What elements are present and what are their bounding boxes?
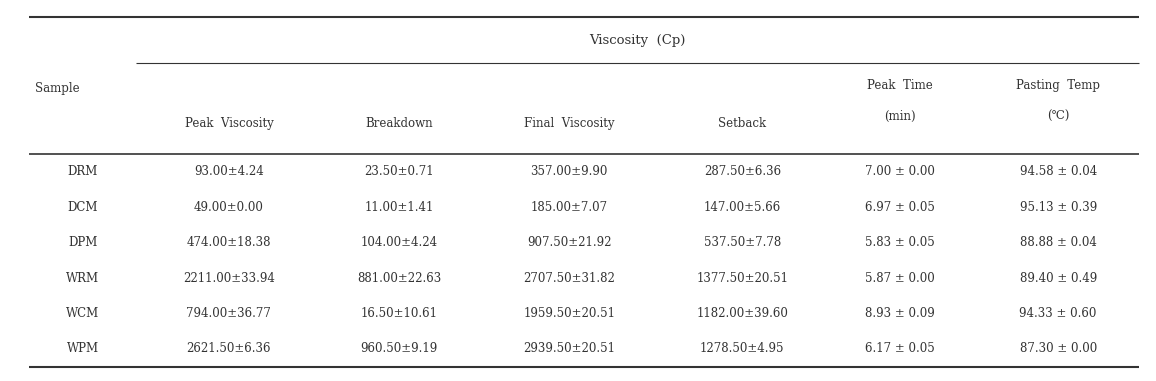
Text: 49.00±0.00: 49.00±0.00 (194, 201, 264, 214)
Text: 794.00±36.77: 794.00±36.77 (186, 307, 272, 320)
Text: 537.50±7.78: 537.50±7.78 (704, 236, 781, 249)
Text: WRM: WRM (66, 272, 99, 285)
Text: 8.93 ± 0.09: 8.93 ± 0.09 (866, 307, 935, 320)
Text: 88.88 ± 0.04: 88.88 ± 0.04 (1020, 236, 1097, 249)
Text: WCM: WCM (66, 307, 99, 320)
Text: 357.00±9.90: 357.00±9.90 (531, 165, 608, 178)
Text: 93.00±4.24: 93.00±4.24 (194, 165, 264, 178)
Text: Peak  Time: Peak Time (867, 79, 933, 92)
Text: DRM: DRM (67, 165, 98, 178)
Text: 23.50±0.71: 23.50±0.71 (364, 165, 434, 178)
Text: 89.40 ± 0.49: 89.40 ± 0.49 (1020, 272, 1097, 285)
Text: (min): (min) (884, 110, 916, 123)
Text: Breakdown: Breakdown (365, 117, 432, 130)
Text: 287.50±6.36: 287.50±6.36 (704, 165, 781, 178)
Text: Pasting  Temp: Pasting Temp (1016, 79, 1101, 92)
Text: 960.50±9.19: 960.50±9.19 (361, 343, 438, 355)
Text: Final  Viscosity: Final Viscosity (524, 117, 614, 130)
Text: 1182.00±39.60: 1182.00±39.60 (696, 307, 788, 320)
Text: Setback: Setback (718, 117, 766, 130)
Text: DPM: DPM (68, 236, 97, 249)
Text: WPM: WPM (67, 343, 98, 355)
Text: DCM: DCM (67, 201, 98, 214)
Text: 1377.50±20.51: 1377.50±20.51 (696, 272, 788, 285)
Text: 94.58 ± 0.04: 94.58 ± 0.04 (1020, 165, 1097, 178)
Text: Peak  Viscosity: Peak Viscosity (185, 117, 273, 130)
Text: 147.00±5.66: 147.00±5.66 (704, 201, 781, 214)
Text: 104.00±4.24: 104.00±4.24 (361, 236, 438, 249)
Text: Sample: Sample (35, 82, 80, 95)
Text: 1959.50±20.51: 1959.50±20.51 (524, 307, 615, 320)
Text: 11.00±1.41: 11.00±1.41 (364, 201, 434, 214)
Text: 5.83 ± 0.05: 5.83 ± 0.05 (866, 236, 935, 249)
Text: 185.00±7.07: 185.00±7.07 (531, 201, 608, 214)
Text: 2621.50±6.36: 2621.50±6.36 (186, 343, 272, 355)
Text: 6.97 ± 0.05: 6.97 ± 0.05 (866, 201, 935, 214)
Text: 7.00 ± 0.00: 7.00 ± 0.00 (866, 165, 935, 178)
Text: Viscosity  (Cp): Viscosity (Cp) (590, 34, 686, 46)
Text: 2939.50±20.51: 2939.50±20.51 (524, 343, 615, 355)
Text: 94.33 ± 0.60: 94.33 ± 0.60 (1020, 307, 1097, 320)
Text: 6.17 ± 0.05: 6.17 ± 0.05 (866, 343, 935, 355)
Text: 5.87 ± 0.00: 5.87 ± 0.00 (866, 272, 935, 285)
Text: 1278.50±4.95: 1278.50±4.95 (701, 343, 785, 355)
Text: 2707.50±31.82: 2707.50±31.82 (524, 272, 615, 285)
Text: 87.30 ± 0.00: 87.30 ± 0.00 (1020, 343, 1097, 355)
Text: 95.13 ± 0.39: 95.13 ± 0.39 (1020, 201, 1097, 214)
Text: 16.50±10.61: 16.50±10.61 (361, 307, 437, 320)
Text: 907.50±21.92: 907.50±21.92 (527, 236, 612, 249)
Text: 2211.00±33.94: 2211.00±33.94 (183, 272, 275, 285)
Text: 881.00±22.63: 881.00±22.63 (357, 272, 442, 285)
Text: (℃): (℃) (1047, 110, 1069, 123)
Text: 474.00±18.38: 474.00±18.38 (186, 236, 272, 249)
